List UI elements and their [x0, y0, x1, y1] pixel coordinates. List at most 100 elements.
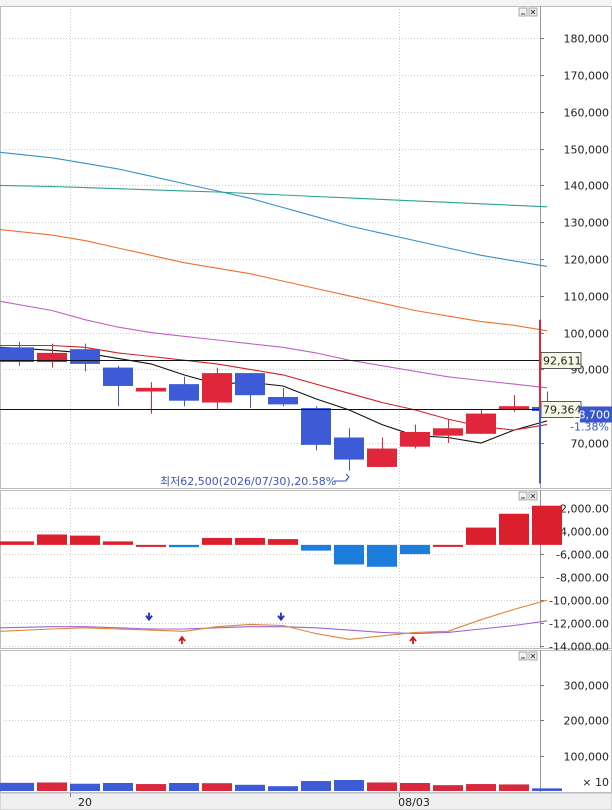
macd-histogram-bar	[0, 541, 34, 545]
volume-bar	[169, 783, 199, 791]
candle-down	[0, 347, 34, 363]
volume-bar	[235, 784, 265, 791]
price-tick-label: 130,000	[564, 217, 610, 230]
macd-histogram-bar	[202, 537, 232, 545]
candle-up	[367, 448, 397, 467]
x-tick-label: 08/03	[398, 796, 430, 809]
macd-histogram-bar	[136, 544, 166, 547]
macd-histogram-bar	[334, 544, 364, 565]
candle-up	[466, 413, 496, 434]
macd-histogram-bar	[466, 527, 496, 545]
volume-bar	[0, 782, 34, 791]
blue-down-arrow-icon	[277, 612, 285, 622]
volume-bar	[70, 783, 100, 791]
macd-tick-label: -6,000.00	[556, 549, 609, 562]
macd-histogram-bar	[400, 544, 430, 555]
macd-histogram-bar	[367, 544, 397, 567]
volume-bar	[136, 784, 166, 791]
candle-down	[334, 437, 364, 460]
x-axis-bar	[0, 792, 612, 810]
top-header-strip	[0, 0, 612, 6]
candle-down	[235, 373, 265, 396]
reference-label-text: 92,611	[543, 355, 582, 368]
macd-histogram-bar	[301, 544, 331, 551]
current-price-label: 78,700	[572, 409, 611, 422]
range-bar-up	[539, 319, 541, 409]
volume-bar	[499, 784, 529, 791]
volume-panel: 300,000 200,000 100,000 × 10	[0, 650, 612, 793]
low-annotation-arrow-icon	[334, 473, 350, 482]
candle-down	[268, 397, 298, 405]
close-icon-x	[530, 9, 536, 15]
red-up-arrow-icon	[178, 635, 186, 645]
macd-histogram-bar	[37, 534, 67, 545]
signal-line	[0, 620, 548, 635]
macd-histogram-bar	[499, 513, 529, 545]
current-price-box	[580, 406, 612, 423]
volume-bar	[37, 782, 67, 791]
candle-down	[301, 408, 331, 445]
macd-tick-label: -12,000.00	[549, 618, 609, 631]
candle-up	[37, 352, 67, 363]
macd-panel: -2,000.00 -4,000.00 -6,000.00 -8,000.00 -10,…	[0, 490, 612, 654]
ma120-line	[0, 151, 548, 267]
candle-up	[136, 387, 166, 392]
reference-label: 92,611	[540, 352, 582, 369]
price-tick-label: 110,000	[564, 291, 610, 304]
volume-bar	[532, 788, 562, 791]
macd-histogram-bar	[235, 537, 265, 545]
price-panel: 180,000 170,000 160,000 150,000 140,000 130,0…	[0, 6, 612, 489]
minimize-icon	[518, 491, 528, 501]
macd-histogram-bar	[169, 544, 199, 548]
ma5-line	[0, 346, 548, 444]
candle-up	[400, 431, 430, 447]
candle-down	[70, 349, 100, 364]
red-up-arrow-icon	[409, 635, 417, 645]
macd-histogram-bar	[268, 539, 298, 545]
volume-unit-label: × 10	[582, 776, 609, 789]
macd-histogram-bar	[433, 544, 463, 547]
volume-bar	[367, 782, 397, 791]
volume-bar	[202, 783, 232, 791]
macd-tick-label: -10,000.00	[549, 595, 609, 608]
volume-bar	[301, 781, 331, 791]
close-icon-x	[530, 653, 536, 659]
candle-up	[499, 406, 529, 410]
price-tick-label: 170,000	[564, 70, 610, 83]
macd-tick-label: -4,000.00	[556, 526, 609, 539]
macd-histogram-bar	[532, 505, 562, 545]
price-tick-label: 100,000	[564, 328, 610, 341]
low-annotation: 최저62,500(2026/07/30),20.58%	[160, 475, 336, 488]
macd-tick-label: -2,000.00	[556, 503, 609, 516]
macd-tick-label: -8,000.00	[556, 572, 609, 585]
ma200-line	[0, 184, 548, 208]
price-tick-label: 150,000	[564, 144, 610, 157]
volume-bar	[433, 785, 463, 791]
price-tick-label: 140,000	[564, 180, 610, 193]
ma20-line	[0, 300, 548, 389]
candle-down	[169, 384, 199, 401]
macd-line	[0, 599, 548, 640]
price-tick-label: 160,000	[564, 107, 610, 120]
volume-tick-label: 300,000	[564, 680, 610, 693]
volume-bar	[400, 783, 430, 791]
macd-histogram-bar	[70, 535, 100, 545]
volume-frame	[0, 650, 612, 793]
candle-up	[202, 373, 232, 403]
volume-bar	[268, 786, 298, 791]
minimize-icon	[518, 651, 528, 661]
reference-label-text: 79,364	[543, 404, 582, 417]
candle-up	[433, 428, 463, 436]
macd-histogram-bar	[103, 541, 133, 545]
volume-tick-label: 200,000	[564, 715, 610, 728]
x-tick-label: 20	[78, 796, 92, 809]
volume-bar	[103, 783, 133, 791]
minimize-icon	[518, 7, 528, 17]
reference-label: 79,364	[540, 401, 582, 418]
ma10-line	[0, 344, 548, 431]
candle-down	[103, 367, 133, 386]
volume-bar	[466, 784, 496, 791]
change-label: -1.38%	[570, 421, 609, 434]
